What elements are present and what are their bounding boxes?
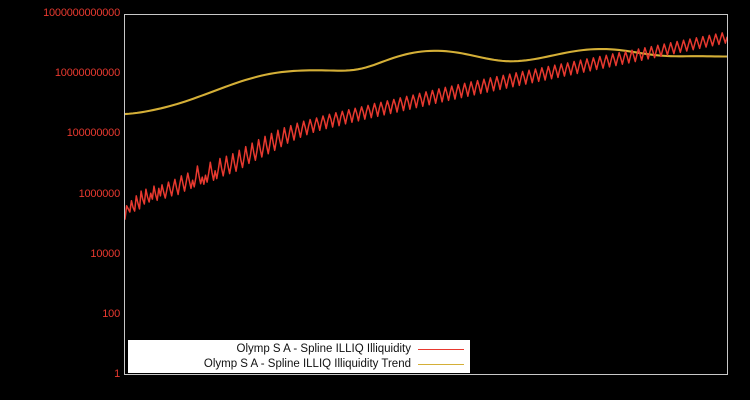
chart-legend: Olymp S A - Spline ILLIQ Illiquidity Oly…: [128, 340, 470, 373]
y-axis-tick-label: 1000000: [78, 187, 121, 200]
legend-swatch-illiquidity: [418, 348, 464, 350]
series-line-illiquidity: [125, 32, 727, 220]
y-axis-tick-label: 10000000000: [54, 67, 120, 80]
legend-entry-trend: Olymp S A - Spline ILLIQ Illiquidity Tre…: [128, 357, 470, 372]
series-line-trend: [125, 47, 727, 116]
legend-label-trend: Olymp S A - Spline ILLIQ Illiquidity Tre…: [203, 357, 411, 370]
legend-entry-illiquidity: Olymp S A - Spline ILLIQ Illiquidity: [128, 342, 470, 357]
legend-label-illiquidity: Olymp S A - Spline ILLIQ Illiquidity: [236, 342, 412, 355]
y-axis-tick-label: 1000000000000: [43, 7, 120, 19]
y-axis-tick-label: 10000: [90, 247, 120, 260]
plot-svg: [125, 32, 727, 220]
y-axis-tick-label: 1: [114, 368, 120, 380]
legend-swatch-trend: [418, 363, 464, 365]
plot-area: [124, 14, 728, 375]
y-axis-tick-label: 100000000: [66, 127, 120, 140]
y-axis-tick-label: 100: [102, 307, 120, 320]
